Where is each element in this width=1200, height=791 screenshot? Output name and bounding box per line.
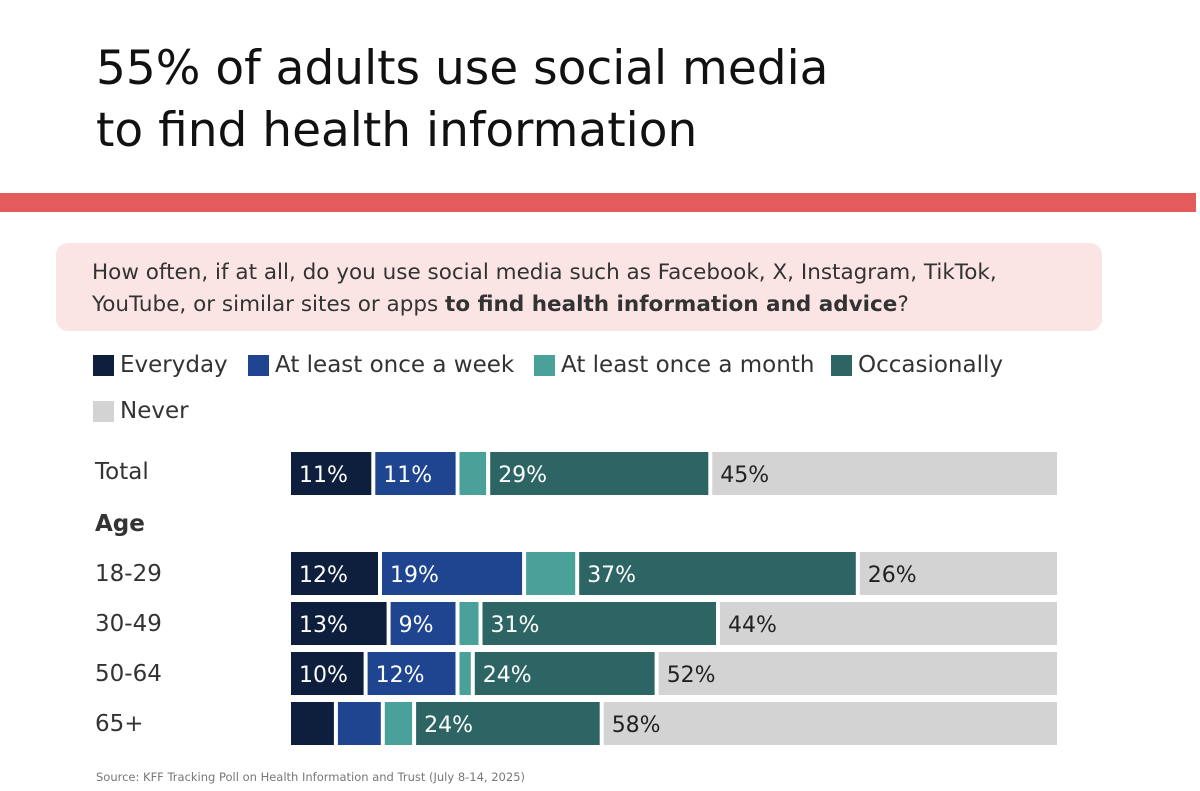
legend-swatch-occasionally [831,354,852,376]
chart-title: 55% of adults use social media to find h… [96,38,1096,162]
bar-18-29-week [382,552,523,595]
data-label-total-week: 11% [383,463,432,488]
row-label-30-49: 30-49 [95,611,162,637]
row-label-18-29: 18-29 [95,561,162,587]
data-label-65-plus-never: 58% [612,713,661,738]
bar-30-49-never [720,602,1057,645]
data-label-total-everyday: 11% [299,463,348,488]
bar-total-everyday [291,452,372,495]
bar-50-64-everyday [291,652,364,695]
bar-18-29-never [859,552,1057,595]
bar-total-occasionally [490,452,709,495]
bar-50-64-occasionally [474,652,655,695]
bar-50-64-week [367,652,456,695]
bar-65-plus-month [384,702,413,745]
legend-swatch-never [93,400,114,422]
data-label-18-29-occasionally: 37% [587,563,636,588]
row-label-65-plus: 65+ [95,711,144,737]
bar-65-plus-never [603,702,1057,745]
row-label-total: Total [95,459,149,485]
legend-item-week: At least once a week [248,352,514,378]
data-label-50-64-never: 52% [667,663,716,688]
legend-item-never: Never [93,398,189,424]
question-end: ? [897,292,909,317]
bar-30-49-occasionally [482,602,716,645]
legend-label-occasionally: Occasionally [858,352,1003,378]
data-label-30-49-occasionally: 31% [491,613,540,638]
legend-item-month: At least once a month [534,352,814,378]
bar-50-64-month [459,652,471,695]
data-label-30-49-week: 9% [399,613,434,638]
question-text: How often, if at all, do you use social … [92,260,997,317]
bar-30-49-month [459,602,479,645]
legend-item-occasionally: Occasionally [831,352,1003,378]
data-label-65-plus-occasionally: 24% [424,713,473,738]
bar-18-29-occasionally [579,552,856,595]
question-emphasis: to find health information and advice [445,292,898,317]
data-label-18-29-week: 19% [390,563,439,588]
data-label-total-occasionally: 29% [498,463,547,488]
bar-18-29-everyday [291,552,378,595]
legend-label-week: At least once a week [275,352,515,378]
accent-rule [0,193,1196,212]
legend-swatch-week [248,354,269,376]
chart-title-line-1: 55% of adults use social media [96,41,829,96]
legend-swatch-everyday [93,354,114,376]
bar-50-64-never [658,652,1057,695]
bar-total-week [375,452,456,495]
group-label-age: Age [95,511,145,537]
legend-label-everyday: Everyday [120,352,228,378]
legend-swatch-month [534,354,555,376]
data-label-18-29-never: 26% [868,563,917,588]
data-label-30-49-everyday: 13% [299,613,348,638]
legend-label-never: Never [120,398,189,424]
data-label-18-29-everyday: 12% [299,563,348,588]
data-label-30-49-never: 44% [728,613,777,638]
bar-total-never [712,452,1057,495]
source-note: Source: KFF Tracking Poll on Health Info… [96,770,525,784]
bar-30-49-everyday [291,602,387,645]
bar-65-plus-week [337,702,381,745]
data-label-50-64-occasionally: 24% [483,663,532,688]
bar-total-month [459,452,487,495]
bar-30-49-week [390,602,456,645]
row-label-50-64: 50-64 [95,661,162,687]
data-label-50-64-week: 12% [376,663,425,688]
legend-label-month: At least once a month [561,352,815,378]
bar-65-plus-occasionally [416,702,600,745]
bar-18-29-month [526,552,576,595]
bar-65-plus-everyday [291,702,334,745]
data-label-total-never: 45% [720,463,769,488]
chart-title-line-2: to find health information [96,103,698,158]
legend-item-everyday: Everyday [93,352,228,378]
survey-question: How often, if at all, do you use social … [56,243,1102,331]
data-label-50-64-everyday: 10% [299,663,348,688]
